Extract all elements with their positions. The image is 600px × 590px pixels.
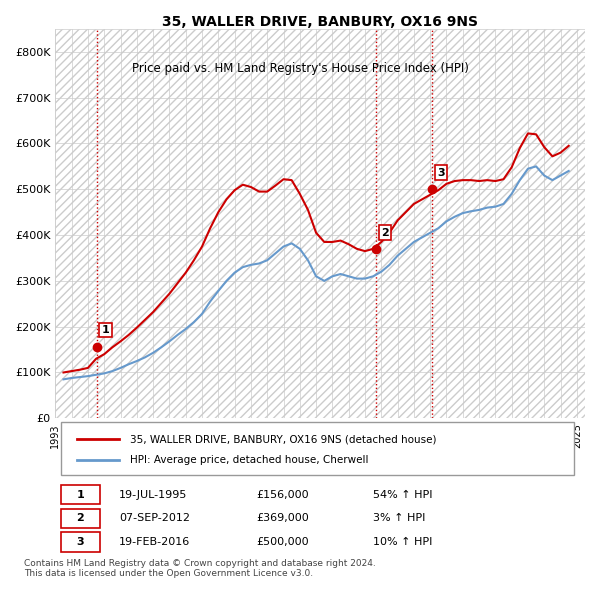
Text: 2: 2: [76, 513, 84, 523]
Text: 07-SEP-2012: 07-SEP-2012: [119, 513, 190, 523]
Text: 19-FEB-2016: 19-FEB-2016: [119, 537, 190, 547]
Text: £369,000: £369,000: [257, 513, 310, 523]
FancyBboxPatch shape: [61, 422, 574, 476]
FancyBboxPatch shape: [61, 532, 100, 552]
FancyBboxPatch shape: [61, 485, 100, 504]
Text: 19-JUL-1995: 19-JUL-1995: [119, 490, 187, 500]
Title: 35, WALLER DRIVE, BANBURY, OX16 9NS: 35, WALLER DRIVE, BANBURY, OX16 9NS: [162, 15, 478, 29]
Text: 1: 1: [76, 490, 84, 500]
Text: 3: 3: [437, 168, 445, 178]
FancyBboxPatch shape: [61, 509, 100, 528]
Text: £156,000: £156,000: [257, 490, 309, 500]
Text: Contains HM Land Registry data © Crown copyright and database right 2024.
This d: Contains HM Land Registry data © Crown c…: [24, 559, 376, 578]
Text: HPI: Average price, detached house, Cherwell: HPI: Average price, detached house, Cher…: [130, 455, 368, 465]
Text: £500,000: £500,000: [257, 537, 309, 547]
Text: 1: 1: [101, 325, 109, 335]
Text: Price paid vs. HM Land Registry's House Price Index (HPI): Price paid vs. HM Land Registry's House …: [131, 62, 469, 75]
Text: 10% ↑ HPI: 10% ↑ HPI: [373, 537, 433, 547]
Text: 54% ↑ HPI: 54% ↑ HPI: [373, 490, 433, 500]
Text: 35, WALLER DRIVE, BANBURY, OX16 9NS (detached house): 35, WALLER DRIVE, BANBURY, OX16 9NS (det…: [130, 434, 436, 444]
Text: 3% ↑ HPI: 3% ↑ HPI: [373, 513, 425, 523]
Text: 3: 3: [76, 537, 84, 547]
Text: 2: 2: [381, 228, 389, 238]
